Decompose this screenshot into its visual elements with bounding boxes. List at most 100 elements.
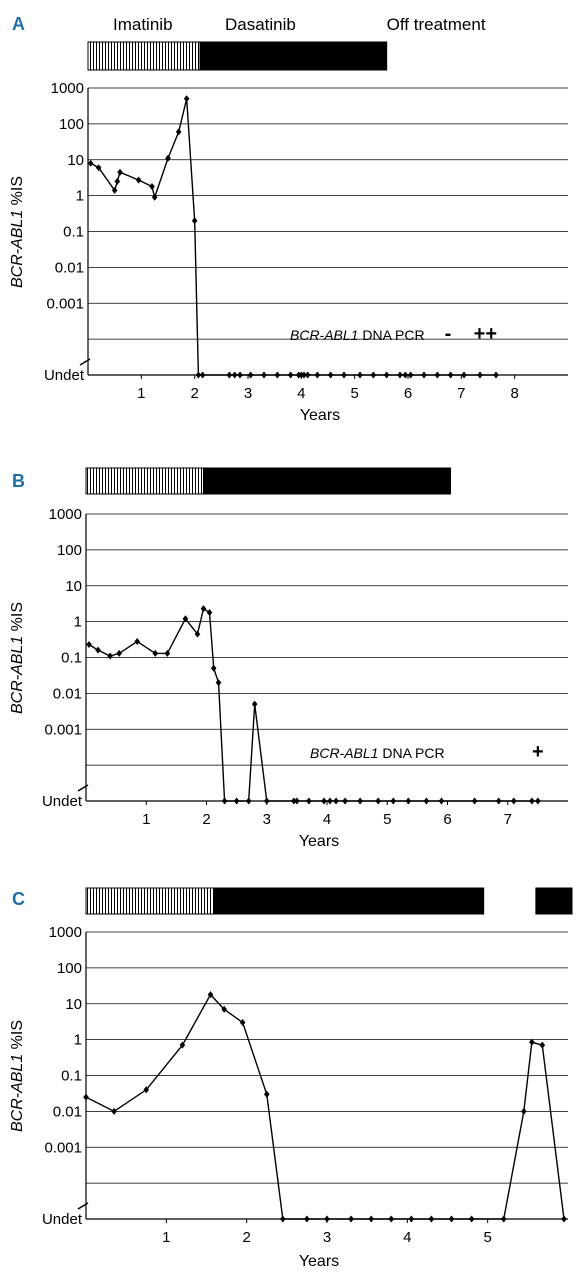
pcr-label-italic: BCR-ABL1 [310,745,378,761]
y-axis-title-rest: %IS [9,176,26,210]
data-point [529,797,535,805]
data-point [539,1041,546,1049]
data-point [304,1215,310,1223]
x-tick-label: 1 [137,385,145,402]
data-point [500,1215,507,1223]
y-tick-label: Undet [44,367,85,384]
data-point [428,1215,435,1223]
data-point [143,1086,150,1094]
pcr-mark: ++ [474,323,497,345]
y-tick-label: 0.01 [55,259,84,276]
data-point [200,605,207,613]
data-point [221,1005,227,1013]
data-point [342,797,348,805]
data-point [226,371,233,379]
data-point [152,649,159,657]
y-axis-title: BCR-ABL1 %IS [9,1020,26,1132]
pcr-mark: + [532,741,544,763]
data-point [287,371,294,379]
data-point [471,797,478,805]
treatment-label: Off treatment [387,15,486,34]
data-point [306,797,312,805]
axis-break [79,358,91,366]
panel-letter: B [12,471,25,491]
treatment-bar [199,41,388,71]
data-point [247,371,254,379]
data-point [116,649,122,657]
data-point [477,371,483,379]
data-point [301,371,307,379]
y-tick-label: Undet [42,1211,83,1228]
treatment-label: Dasatinib [225,15,296,34]
data-point [114,177,121,185]
x-tick-label: 4 [323,811,331,828]
x-tick-label: 4 [297,385,305,402]
y-tick-label: 0.1 [61,1068,82,1085]
treatment-bar [87,41,201,71]
data-point [274,371,281,379]
x-tick-label: 1 [142,811,150,828]
y-tick-label: 1 [74,614,82,631]
data-point [179,1041,186,1049]
y-tick-label: 1000 [49,924,82,941]
treatment-bar [85,887,216,915]
data-point [408,1215,415,1223]
data-point [237,371,243,379]
treatment-bar [214,887,485,915]
data-point [111,186,118,194]
y-axis-title-italic: BCR-ABL1 [9,1054,26,1132]
data-point [529,1038,535,1046]
data-point [438,797,445,805]
data-point [183,95,190,103]
y-tick-label: 100 [57,542,82,559]
data-point [239,1019,246,1027]
data-point [245,797,252,805]
x-tick-label: 2 [202,811,210,828]
x-axis-title: Years [299,1253,339,1270]
data-point [405,797,412,805]
y-tick-label: 0.001 [46,295,84,312]
y-tick-label: 0.1 [61,650,82,667]
panel-b: B 1000 100 10 1 0.1 0.01 0.001 Undet 1 2 3 4 5 6 7 Years… [9,467,568,850]
treatment-bar [202,467,452,495]
x-tick-label: 3 [263,811,271,828]
data-point [370,371,377,379]
data-point [468,1215,475,1223]
y-tick-label: 10 [65,996,82,1013]
pcr-label-rest: DNA PCR [358,327,424,343]
y-axis-title-rest: %IS [9,1020,26,1054]
data-point [164,649,171,657]
y-axis-title: BCR-ABL1 %IS [9,176,26,288]
y-axis-title: BCR-ABL1 %IS [9,602,26,714]
pcr-mark: - [445,323,452,345]
data-point [86,641,92,649]
panel-a: A Imatinib Dasatinib Off treatment100010010… [9,14,568,424]
data-point [390,797,397,805]
data-point [182,615,189,623]
data-point [461,371,467,379]
treatment-label: Imatinib [113,15,173,34]
pcr-label-rest: DNA PCR [378,745,444,761]
series-line [88,607,538,802]
data-point [407,371,414,379]
x-tick-label: 5 [483,1229,491,1246]
x-axis-title: Years [299,833,339,850]
data-point [493,371,499,379]
panel-letter: A [12,14,25,34]
data-point [327,797,333,805]
x-axis-title: Years [300,407,340,424]
y-axis-title-italic: BCR-ABL1 [9,636,26,714]
x-tick-label: 5 [350,385,358,402]
y-tick-label: 1000 [49,506,82,523]
data-point [434,371,441,379]
x-tick-label: 7 [457,385,465,402]
data-point [263,1090,270,1098]
data-point [402,371,409,379]
y-tick-label: 0.01 [53,1103,82,1120]
data-point [206,608,213,616]
y-tick-label: Undet [42,793,83,810]
data-point [221,797,228,805]
y-axis-title-rest: %IS [9,602,26,636]
data-point [333,797,339,805]
data-point [304,371,311,379]
